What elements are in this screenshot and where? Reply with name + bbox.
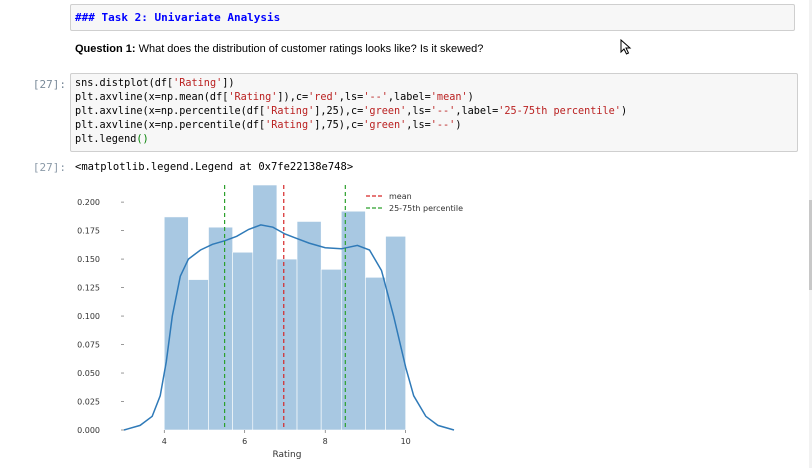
y-tick-label: 0.000 bbox=[77, 426, 100, 435]
code-token: 'Rating' bbox=[265, 106, 315, 117]
output-prompt: [27]: bbox=[32, 161, 66, 174]
histogram-bar bbox=[188, 279, 209, 431]
x-tick-label: 4 bbox=[162, 437, 167, 446]
code-token: ,ls= bbox=[406, 106, 431, 117]
code-token: ,label= bbox=[387, 92, 431, 103]
scrollbar-thumb[interactable] bbox=[809, 200, 812, 290]
code-token: '--' bbox=[363, 92, 388, 103]
code-token: '25-75th percentile' bbox=[498, 106, 621, 117]
mouse-cursor-icon bbox=[620, 39, 632, 55]
y-tick-label: 0.075 bbox=[77, 341, 100, 350]
code-token: 'Rating' bbox=[265, 120, 315, 131]
code-token: plt.axvline(x=np.mean(df[ bbox=[75, 92, 229, 103]
legend-label: mean bbox=[389, 192, 412, 201]
histogram-bar bbox=[208, 226, 233, 431]
histogram-bar bbox=[252, 184, 278, 431]
histogram-bar bbox=[163, 216, 189, 431]
legend-label: 25-75th percentile bbox=[389, 204, 463, 213]
question-label: Question 1: bbox=[75, 43, 136, 55]
code-token: plt.axvline(x=np.percentile(df[ bbox=[75, 120, 266, 131]
code-line: plt.axvline(x=np.percentile(df['Rating']… bbox=[75, 119, 627, 133]
code-token: 'green' bbox=[363, 106, 407, 117]
code-token: ,ls= bbox=[406, 120, 431, 131]
code-token: '--' bbox=[430, 120, 456, 131]
code-token: ],75),c= bbox=[314, 120, 364, 131]
markdown-cell[interactable]: ### Task 2: Univariate Analysis bbox=[70, 4, 795, 31]
y-tick-label: 0.175 bbox=[77, 227, 100, 236]
code-token: ]),c= bbox=[277, 92, 309, 103]
y-tick-label: 0.150 bbox=[77, 255, 100, 264]
y-tick-label: 0.025 bbox=[77, 398, 100, 407]
code-token: () bbox=[136, 134, 149, 145]
code-token: 'mean' bbox=[430, 92, 468, 103]
histogram-bar bbox=[365, 277, 386, 431]
histogram-bar bbox=[320, 269, 342, 431]
code-line: plt.axvline(x=np.percentile(df['Rating']… bbox=[75, 105, 627, 119]
rating-distribution-chart: 0.000 0.025 0.050 0.075 0.100 0.125 0.150 0.175… bbox=[77, 184, 463, 460]
code-token: 'green' bbox=[363, 120, 407, 131]
x-axis-label: Rating bbox=[272, 450, 301, 460]
code-token: ]) bbox=[222, 78, 235, 89]
x-tick-label: 8 bbox=[323, 437, 328, 446]
code-token: 'Rating' bbox=[228, 92, 278, 103]
input-prompt: [27]: bbox=[32, 78, 66, 91]
code-token: '--' bbox=[430, 106, 456, 117]
code-lines: sns.distplot(df['Rating']) plt.axvline(x=… bbox=[75, 77, 627, 147]
histogram-bar bbox=[385, 235, 406, 431]
question-body: What does the distribution of customer r… bbox=[135, 43, 484, 55]
code-token: sns.distplot(df[ bbox=[75, 78, 174, 89]
y-tick-label: 0.125 bbox=[77, 284, 100, 293]
code-token: ],25),c= bbox=[314, 106, 364, 117]
histogram-bar bbox=[232, 251, 254, 431]
histogram-bar bbox=[276, 258, 298, 431]
code-token: 'Rating' bbox=[173, 78, 223, 89]
code-token: plt.axvline(x=np.percentile(df[ bbox=[75, 106, 266, 117]
y-tick-label: 0.200 bbox=[77, 198, 100, 207]
code-cell-editor[interactable]: sns.distplot(df['Rating']) plt.axvline(x=… bbox=[70, 73, 798, 152]
code-token: ,ls= bbox=[338, 92, 364, 103]
code-line: plt.legend() bbox=[75, 133, 627, 147]
y-tick-label: 0.050 bbox=[77, 369, 100, 378]
x-tick-label: 10 bbox=[401, 437, 411, 446]
code-token: ) bbox=[467, 92, 474, 103]
code-token: ) bbox=[455, 120, 462, 131]
code-token: plt.legend bbox=[75, 134, 137, 145]
code-line: sns.distplot(df['Rating']) bbox=[75, 77, 627, 91]
question-text: Question 1: What does the distribution o… bbox=[75, 43, 483, 55]
kde-curve bbox=[123, 224, 455, 431]
code-token: 'red' bbox=[308, 92, 339, 103]
x-tick-label: 6 bbox=[242, 437, 247, 446]
code-token: ) bbox=[620, 106, 628, 117]
task-heading: ### Task 2: Univariate Analysis bbox=[75, 11, 281, 24]
code-token: ,label= bbox=[455, 106, 499, 117]
output-text: <matplotlib.legend.Legend at 0x7fe22138e… bbox=[75, 161, 354, 173]
histogram-bar bbox=[296, 221, 322, 431]
code-line: plt.axvline(x=np.mean(df['Rating']),c='r… bbox=[75, 91, 627, 105]
y-tick-label: 0.100 bbox=[77, 312, 100, 321]
